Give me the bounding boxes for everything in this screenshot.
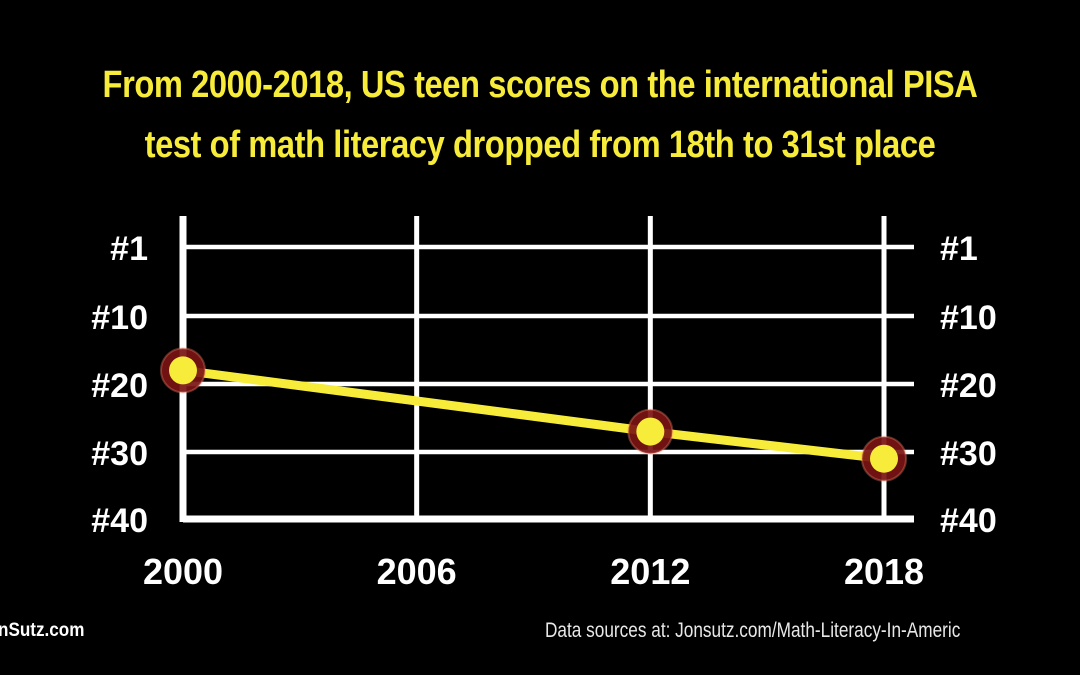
y-tick-label-left: #20 xyxy=(91,367,148,405)
chart-title-line-2: test of math literacy dropped from 18th … xyxy=(144,124,936,166)
y-tick-label-left: #40 xyxy=(91,502,148,540)
x-tick-label: 2012 xyxy=(610,551,690,592)
marker-dot xyxy=(870,444,898,473)
data-point-marker xyxy=(627,408,674,455)
chart-grid xyxy=(179,216,914,523)
y-tick-label-left: #1 xyxy=(110,230,148,268)
data-point-marker xyxy=(160,347,206,394)
y-tick-label-right: #40 xyxy=(940,502,997,540)
x-tick-label: 2000 xyxy=(143,551,223,592)
data-series xyxy=(160,347,907,482)
marker-ring-edge xyxy=(627,408,674,455)
y-tick-label-left: #10 xyxy=(91,299,148,337)
y-tick-label-left: #30 xyxy=(91,435,148,473)
site-credit: nSutz.com xyxy=(0,620,85,641)
marker-dot xyxy=(169,356,197,385)
y-tick-label-right: #10 xyxy=(940,299,997,337)
x-tick-label: 2018 xyxy=(844,551,924,592)
chart-title-line-1: From 2000-2018, US teen scores on the in… xyxy=(102,64,978,106)
marker-dot xyxy=(636,417,665,446)
x-tick-label: 2006 xyxy=(377,551,457,592)
y-tick-label-right: #30 xyxy=(940,435,997,473)
marker-ring-edge xyxy=(160,347,206,394)
data-source-note: Data sources at: Jonsutz.com/Math-Litera… xyxy=(545,619,961,642)
marker-ring-edge xyxy=(861,435,907,482)
y-tick-label-right: #20 xyxy=(940,367,997,405)
data-point-marker xyxy=(861,435,907,482)
y-tick-label-right: #1 xyxy=(940,230,978,268)
axis-labels: #1 #1 #10 #10 #20 #20 #30 #30 #40 #40 2000 2006 2012… xyxy=(91,230,996,592)
